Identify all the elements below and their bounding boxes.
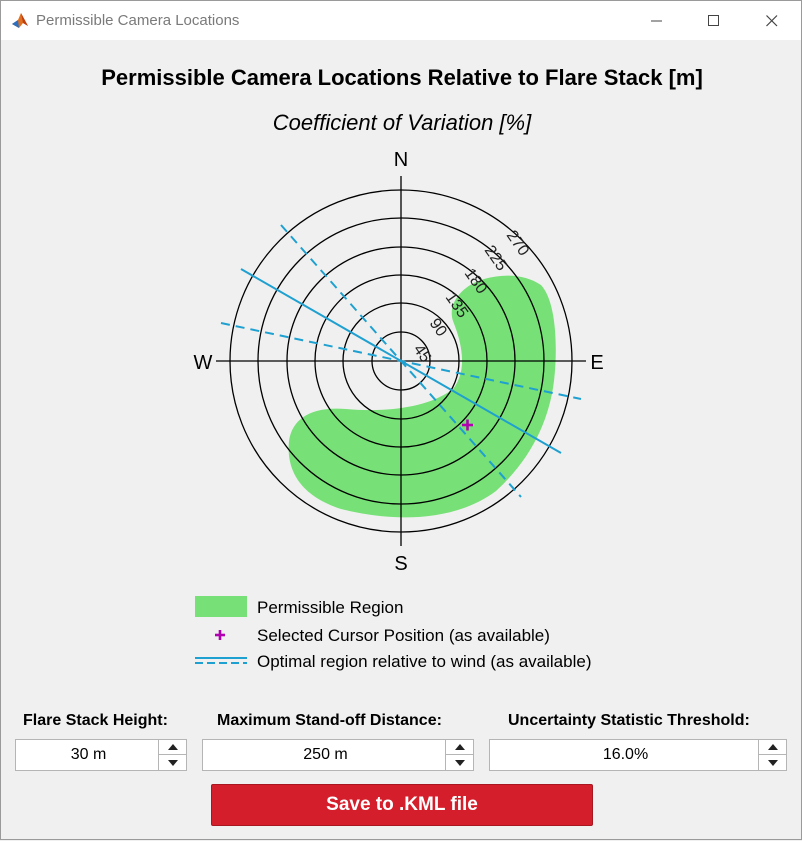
- threshold-spinner[interactable]: 16.0%: [489, 739, 787, 771]
- arrow-down-icon: [454, 759, 465, 766]
- permissible-region: [288, 275, 556, 518]
- standoff-increment-button[interactable]: [446, 740, 473, 755]
- arrow-down-icon: [767, 759, 778, 766]
- figure-title: Permissible Camera Locations Relative to…: [101, 65, 703, 90]
- close-button[interactable]: [743, 1, 801, 40]
- ring-label-225: 225: [481, 243, 510, 275]
- compass-south: S: [394, 553, 407, 575]
- standoff-label: Maximum Stand-off Distance:: [217, 712, 442, 729]
- threshold-increment-button[interactable]: [759, 740, 786, 755]
- height-decrement-button[interactable]: [159, 755, 186, 770]
- height-label: Flare Stack Height:: [23, 712, 168, 729]
- ring-label-90: 90: [426, 316, 450, 340]
- standoff-decrement-button[interactable]: [446, 755, 473, 770]
- legend-region-swatch: [195, 596, 247, 617]
- ring-label-270: 270: [503, 228, 532, 260]
- maximize-button[interactable]: [685, 1, 743, 40]
- minimize-icon: [651, 20, 662, 21]
- compass-east: E: [590, 352, 603, 374]
- legend-wind-label: Optimal region relative to wind (as avai…: [257, 652, 592, 671]
- title-bar: Permissible Camera Locations: [1, 1, 801, 40]
- legend-wind-swatch: [195, 657, 247, 664]
- threshold-label: Uncertainty Statistic Threshold:: [508, 712, 750, 729]
- maximize-icon: [708, 14, 719, 26]
- arrow-down-icon: [167, 759, 178, 766]
- arrow-up-icon: [167, 744, 178, 750]
- standoff-input[interactable]: 250 m: [303, 746, 348, 763]
- arrow-up-icon: [454, 744, 465, 750]
- window-title: Permissible Camera Locations: [36, 12, 240, 29]
- figure-subtitle: Coefficient of Variation [%]: [272, 110, 532, 135]
- cursor-marker: [462, 419, 473, 431]
- legend-cursor-swatch: [215, 630, 225, 640]
- minimize-button[interactable]: [628, 1, 686, 40]
- legend-region-label: Permissible Region: [257, 598, 404, 617]
- threshold-decrement-button[interactable]: [759, 755, 786, 770]
- legend-cursor-label: Selected Cursor Position (as available): [257, 626, 550, 645]
- arrow-up-icon: [767, 744, 778, 750]
- wind-lines: [220, 224, 582, 498]
- matlab-icon: [12, 13, 28, 28]
- compass-west: W: [194, 352, 213, 374]
- height-input[interactable]: 30 m: [70, 746, 107, 763]
- close-icon: [766, 14, 778, 26]
- height-spinner[interactable]: 30 m: [15, 739, 187, 771]
- height-increment-button[interactable]: [159, 740, 186, 755]
- compass-north: N: [394, 149, 408, 171]
- threshold-input[interactable]: 16.0%: [602, 746, 649, 763]
- standoff-spinner[interactable]: 250 m: [202, 739, 474, 771]
- save-kml-button[interactable]: Save to .KML file: [211, 784, 593, 826]
